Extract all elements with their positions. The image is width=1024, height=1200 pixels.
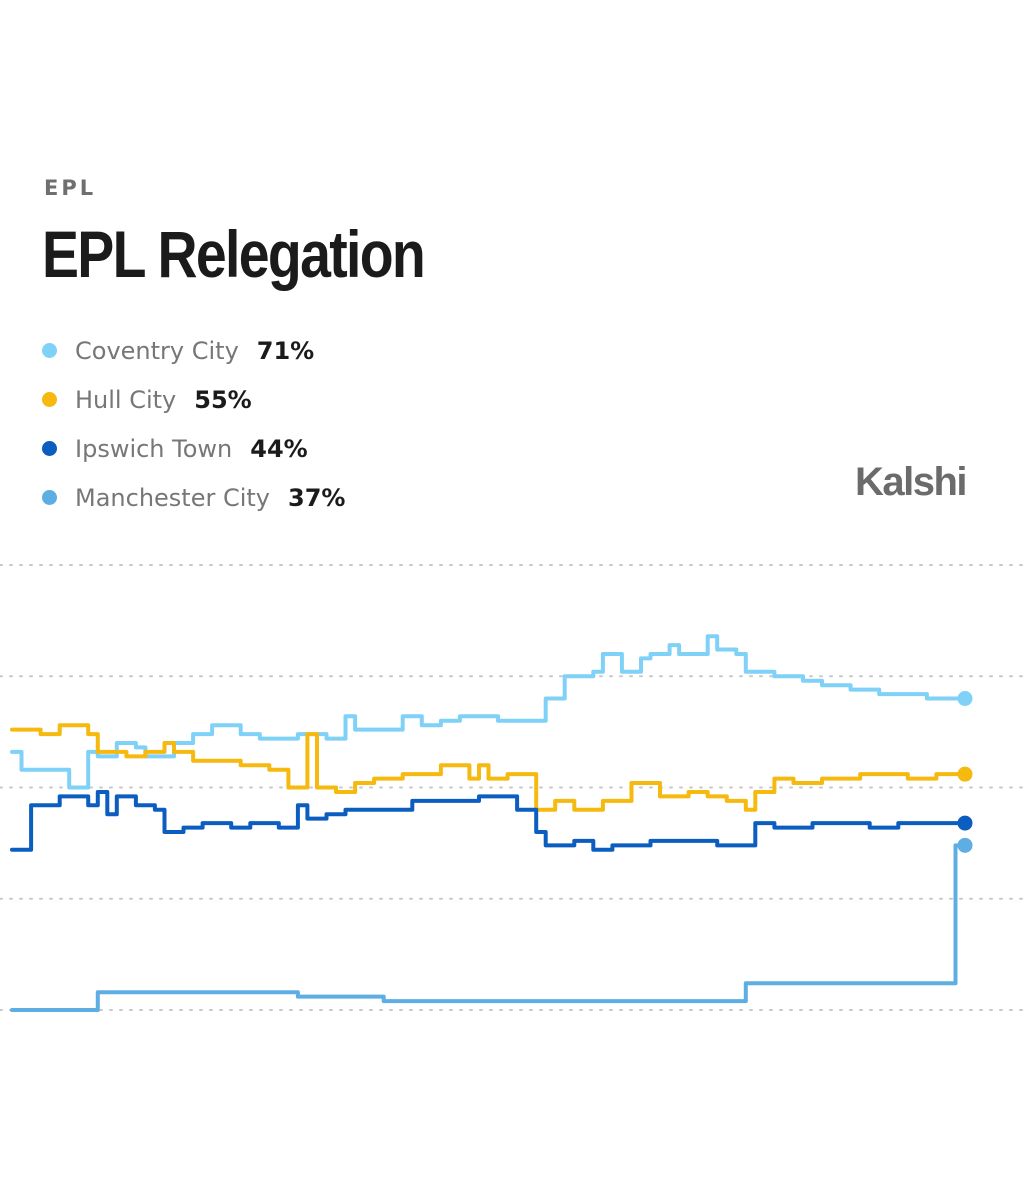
legend-item-coventry-city[interactable]: Coventry City 71%	[42, 326, 345, 375]
chart-gridlines	[0, 564, 1024, 1011]
chart-series	[10, 634, 967, 1012]
series-endpoint-coventry-city[interactable]	[957, 691, 973, 706]
series-line-manchester-city[interactable]	[10, 843, 967, 1012]
legend-label: Coventry City	[75, 336, 239, 365]
legend-dot-icon	[42, 392, 57, 407]
legend-dot-icon	[42, 441, 57, 456]
brand-logo: Kalshi	[855, 460, 968, 504]
chart-legend: Coventry City 71% Hull City 55% Ipswich …	[42, 326, 345, 522]
legend-value: 55%	[194, 385, 252, 414]
series-endpoint-hull-city[interactable]	[957, 766, 973, 782]
category-label: EPL	[44, 176, 97, 200]
legend-label: Manchester City	[75, 483, 271, 512]
legend-item-ipswich-town[interactable]: Ipswich Town 44%	[42, 424, 345, 473]
page-title: EPL Relegation	[42, 217, 426, 291]
series-endpoint-ipswich-town[interactable]	[957, 815, 973, 831]
legend-label: Ipswich Town	[75, 434, 233, 463]
series-line-hull-city[interactable]	[10, 723, 967, 812]
legend-value: 71%	[256, 336, 315, 365]
legend-item-manchester-city[interactable]: Manchester City 37%	[42, 473, 345, 522]
legend-dot-icon	[42, 343, 57, 358]
legend-item-hull-city[interactable]: Hull City 55%	[42, 375, 345, 424]
legend-dot-icon	[42, 490, 57, 505]
legend-value: 44%	[250, 434, 308, 463]
series-endpoint-manchester-city[interactable]	[957, 837, 973, 853]
probability-line-chart	[0, 564, 1024, 1012]
legend-label: Hull City	[75, 385, 177, 414]
series-line-ipswich-town[interactable]	[10, 790, 967, 852]
legend-value: 37%	[288, 483, 346, 512]
chart-endpoints	[957, 691, 973, 853]
